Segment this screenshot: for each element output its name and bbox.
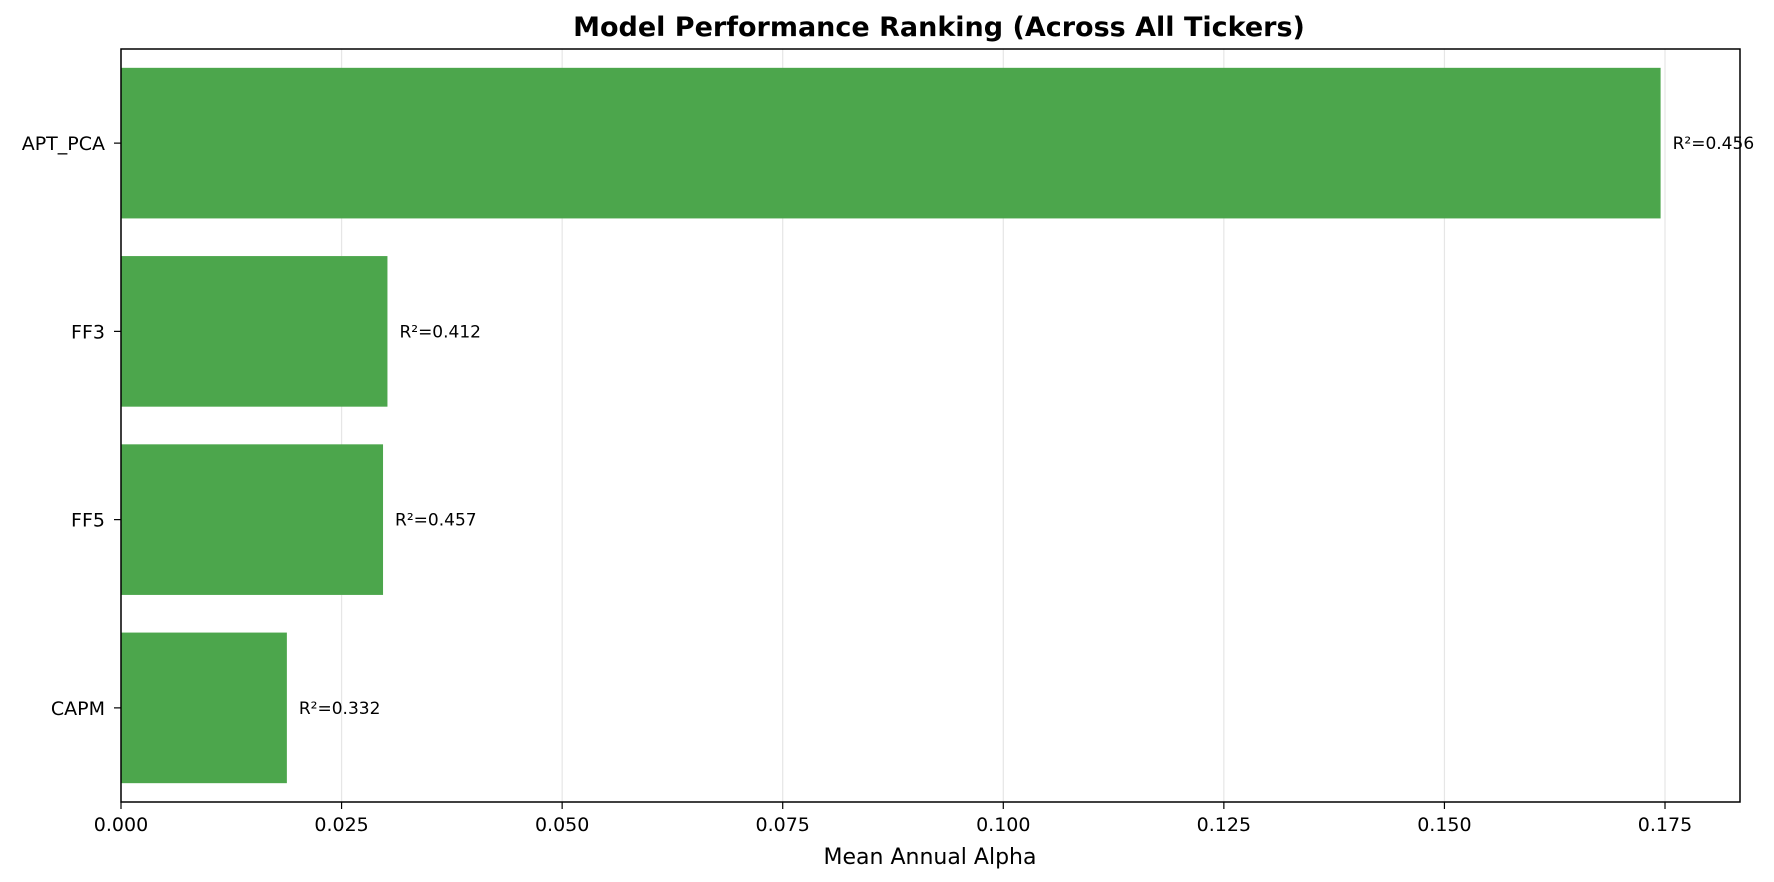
bar-data-label: R²=0.332	[299, 699, 381, 719]
data-labels: R²=0.456 R²=0.412 R²=0.457 R²=0.332	[299, 134, 1754, 719]
x-tick-label: 0.025	[314, 814, 368, 836]
bar-data-label: R²=0.412	[399, 322, 481, 342]
x-axis-title: Mean Annual Alpha	[824, 845, 1037, 870]
bars	[121, 67, 1661, 784]
bar-ff3	[121, 256, 388, 407]
y-tick-label: FF3	[71, 321, 105, 343]
chart-title: Model Performance Ranking (Across All Ti…	[573, 12, 1305, 43]
bar-capm	[121, 632, 287, 784]
bar-data-label: R²=0.456	[1673, 134, 1755, 154]
x-axis-ticks: 0.000 0.025 0.050 0.075 0.100 0.125 0.150 0.175	[94, 802, 1692, 836]
x-tick-label: 0.175	[1638, 814, 1692, 836]
y-tick-label: APT_PCA	[22, 133, 105, 155]
bar-ff5	[121, 444, 384, 595]
plot-frame	[120, 48, 1741, 803]
x-tick-label: 0.000	[94, 814, 148, 836]
bar-data-label: R²=0.457	[395, 511, 477, 531]
bar-apt-pca	[121, 67, 1661, 219]
x-tick-label: 0.150	[1417, 814, 1471, 836]
x-tick-label: 0.075	[756, 814, 810, 836]
y-tick-label: CAPM	[51, 698, 105, 720]
x-tick-label: 0.100	[976, 814, 1030, 836]
x-tick-label: 0.050	[535, 814, 589, 836]
y-tick-label: FF5	[71, 510, 105, 532]
x-tick-label: 0.125	[1197, 814, 1251, 836]
y-axis-ticks: APT_PCA FF3 FF5 CAPM	[22, 133, 121, 720]
